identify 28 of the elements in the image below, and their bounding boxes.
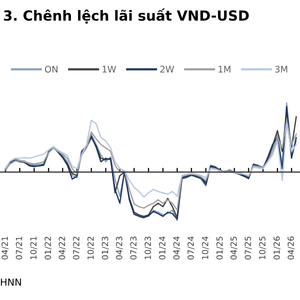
x-tick-label: 04/21 [2, 236, 9, 260]
x-tick-label: 10/21 [30, 236, 38, 260]
x-tick-label: 07/25 [244, 236, 252, 260]
x-tick-label: 07/24 [188, 236, 195, 260]
x-tick-label: 07/21 [16, 236, 23, 260]
x-tick-label: 04/24 [173, 236, 180, 260]
legend-label: 1W [102, 66, 116, 72]
x-tick-label: 01/26 [274, 236, 281, 260]
x-tick-label: 01/25 [216, 236, 224, 260]
x-tick-label: 01/23 [102, 236, 109, 260]
x-tick-label: 01/22 [44, 236, 52, 260]
legend-label: 3M [275, 66, 288, 73]
legend-label: ON [44, 66, 58, 73]
text: HNN [0, 278, 21, 286]
x-tick-label: 04/22 [58, 236, 66, 260]
x-tick-label: 04/26 [288, 236, 295, 260]
legend-label: 2W [160, 66, 174, 72]
legend-label: 1M [218, 66, 230, 72]
x-tick-label: 01/24 [159, 236, 166, 260]
x-tick-label: 07/22 [73, 236, 80, 260]
x-tick-label: 07/23 [130, 236, 138, 260]
x-tick-label: 10/24 [202, 236, 209, 260]
x-tick-label: 04/25 [230, 236, 238, 260]
chart-title: 3. Chênh lệch lãi suất VND-USD [4, 8, 249, 24]
x-tick-label: 10/22 [87, 236, 94, 260]
x-tick-label: 10/23 [144, 236, 152, 260]
x-tick-label: 04/23 [116, 236, 123, 260]
x-tick-label: 10/25 [259, 236, 266, 260]
